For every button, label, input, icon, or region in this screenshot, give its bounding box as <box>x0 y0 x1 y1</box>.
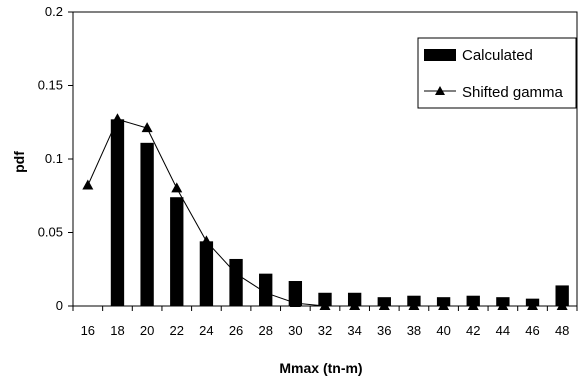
x-axis-title: Mmax (tn-m) <box>279 360 362 376</box>
shifted-gamma-marker <box>141 122 153 133</box>
calculated-bar <box>170 197 184 306</box>
calculated-bar <box>318 292 332 306</box>
legend-calculated-swatch <box>424 49 456 61</box>
x-tick-label: 24 <box>199 323 213 338</box>
legend-gamma-marker <box>435 86 445 95</box>
shifted-gamma-marker <box>438 300 450 310</box>
x-tick-label: 28 <box>258 323 272 338</box>
x-tick-label: 16 <box>81 323 95 338</box>
axes <box>68 11 578 311</box>
shifted-gamma-marker <box>378 300 390 310</box>
x-tick-label: 26 <box>229 323 243 338</box>
shifted-gamma-marker <box>527 300 539 310</box>
shifted-gamma-marker <box>319 300 331 310</box>
x-tick-label: 40 <box>436 323 450 338</box>
shifted-gamma-marker <box>497 300 509 310</box>
x-tick-label: 22 <box>170 323 184 338</box>
shifted-gamma-marker <box>467 300 479 310</box>
shifted-gamma-line <box>87 118 563 307</box>
shifted-gamma-series <box>82 113 568 310</box>
y-tick-label: 0.2 <box>45 4 63 19</box>
shifted-gamma-marker <box>82 179 94 190</box>
shifted-gamma-marker <box>230 267 242 278</box>
y-tick-label: 0 <box>56 298 63 313</box>
x-tick-label: 34 <box>347 323 361 338</box>
x-tick-label: 32 <box>318 323 332 338</box>
y-tick-label: 0.15 <box>38 78 63 93</box>
shifted-gamma-marker <box>408 300 420 310</box>
legend-calculated-label: Calculated <box>462 47 533 64</box>
x-tick-label: 30 <box>288 323 302 338</box>
calculated-bar <box>555 285 569 306</box>
x-tick-label: 20 <box>140 323 154 338</box>
x-tick-label: 48 <box>555 323 569 338</box>
calculated-bar <box>347 292 362 306</box>
x-tick-label: 42 <box>466 323 480 338</box>
x-tick-labels: 16 18 20 22 24 26 28 30 32 34 36 38 40 42 44 46 48 <box>81 323 570 338</box>
x-tick-label: 46 <box>525 323 539 338</box>
shifted-gamma-marker <box>111 113 123 124</box>
shifted-gamma-marker <box>200 235 212 246</box>
x-tick-label: 44 <box>496 323 510 338</box>
shifted-gamma-marker <box>289 297 301 308</box>
x-tick-label: 18 <box>110 323 124 338</box>
calculated-bar <box>110 119 125 306</box>
shifted-gamma-marker <box>171 182 183 193</box>
y-axis-title: pdf <box>11 151 27 173</box>
calculated-bar <box>199 241 214 306</box>
calculated-bar <box>229 258 243 306</box>
shifted-gamma-marker <box>349 300 361 310</box>
y-tick-label: 0.05 <box>38 225 63 240</box>
shifted-gamma-marker <box>260 286 272 297</box>
y-tick-label: 0.1 <box>45 151 63 166</box>
calculated-bars <box>110 119 569 306</box>
calculated-bar <box>140 142 154 306</box>
shifted-gamma-marker <box>556 300 568 310</box>
legend: Calculated Shifted gamma <box>417 37 577 109</box>
legend-gamma-label: Shifted gamma <box>462 84 564 101</box>
x-tick-label: 36 <box>377 323 391 338</box>
y-tick-labels: 0 0.05 0.1 0.15 0.2 <box>38 4 63 313</box>
calculated-bar <box>288 281 303 306</box>
x-tick-label: 38 <box>407 323 421 338</box>
